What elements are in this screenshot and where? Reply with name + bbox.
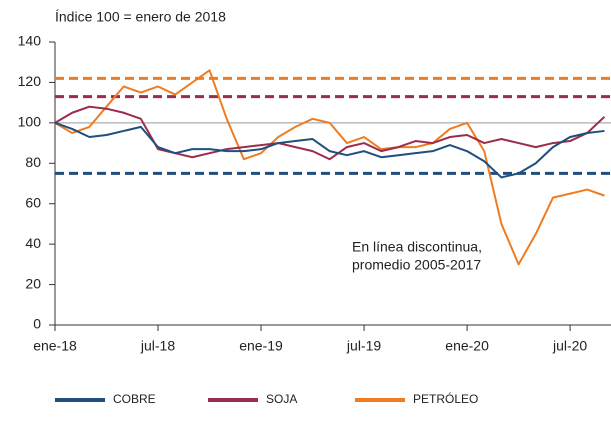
annotation: En línea discontinua, — [352, 239, 482, 255]
series-line — [54, 105, 606, 161]
annotation: promedio 2005-2017 — [352, 257, 481, 273]
series-line — [54, 121, 605, 179]
y-tick-label: 140 — [18, 33, 42, 49]
y-tick-label: 40 — [25, 235, 41, 251]
y-tick-label: 60 — [25, 194, 41, 210]
x-tick-label: jul-19 — [346, 338, 381, 354]
x-tick-label: ene-20 — [445, 338, 489, 354]
legend-label: PETRÓLEO — [413, 391, 478, 406]
y-tick-label: 0 — [33, 316, 41, 332]
series-line — [54, 69, 605, 266]
y-tick-label: 80 — [25, 154, 41, 170]
legend-label: COBRE — [113, 392, 156, 406]
y-tick-label: 120 — [18, 73, 42, 89]
x-tick-label: ene-19 — [239, 338, 283, 354]
x-tick-label: jul-20 — [552, 338, 587, 354]
x-tick-label: jul-18 — [140, 338, 175, 354]
legend-label: SOJA — [266, 392, 297, 406]
y-tick-label: 20 — [25, 275, 41, 291]
x-tick-label: ene-18 — [33, 338, 77, 354]
chart-subtitle: Índice 100 = enero de 2018 — [55, 9, 226, 25]
y-tick-label: 100 — [18, 114, 42, 130]
